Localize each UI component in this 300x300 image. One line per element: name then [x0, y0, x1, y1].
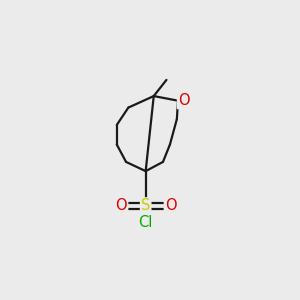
Text: O: O — [116, 198, 127, 213]
Text: S: S — [141, 198, 150, 213]
Text: O: O — [165, 198, 176, 213]
Text: O: O — [178, 93, 190, 108]
Text: Cl: Cl — [139, 215, 153, 230]
